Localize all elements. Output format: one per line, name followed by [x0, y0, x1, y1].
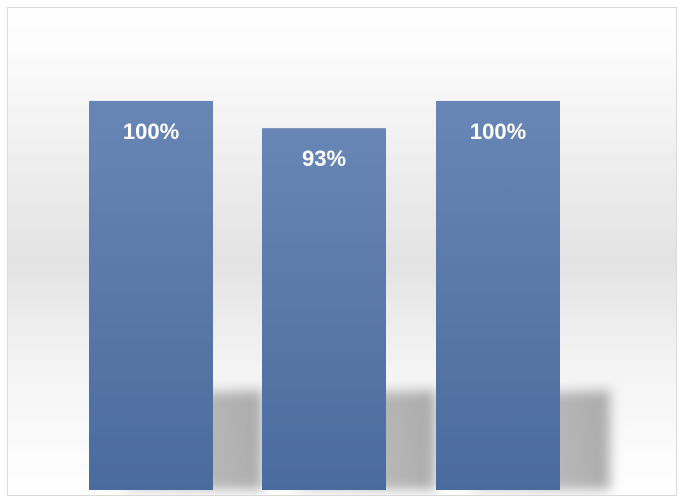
bar-data-label: 100% [123, 119, 179, 144]
bar [89, 100, 213, 490]
bars [89, 100, 560, 490]
bar [262, 128, 386, 490]
bar-data-label: 100% [470, 119, 526, 144]
bar-chart: 100% 93% 100% [89, 100, 610, 490]
chart-area: 100% 93% 100% [7, 7, 677, 496]
bar [436, 100, 560, 490]
bar-data-label: 93% [302, 146, 346, 171]
data-labels: 100% 93% 100% [123, 119, 526, 171]
